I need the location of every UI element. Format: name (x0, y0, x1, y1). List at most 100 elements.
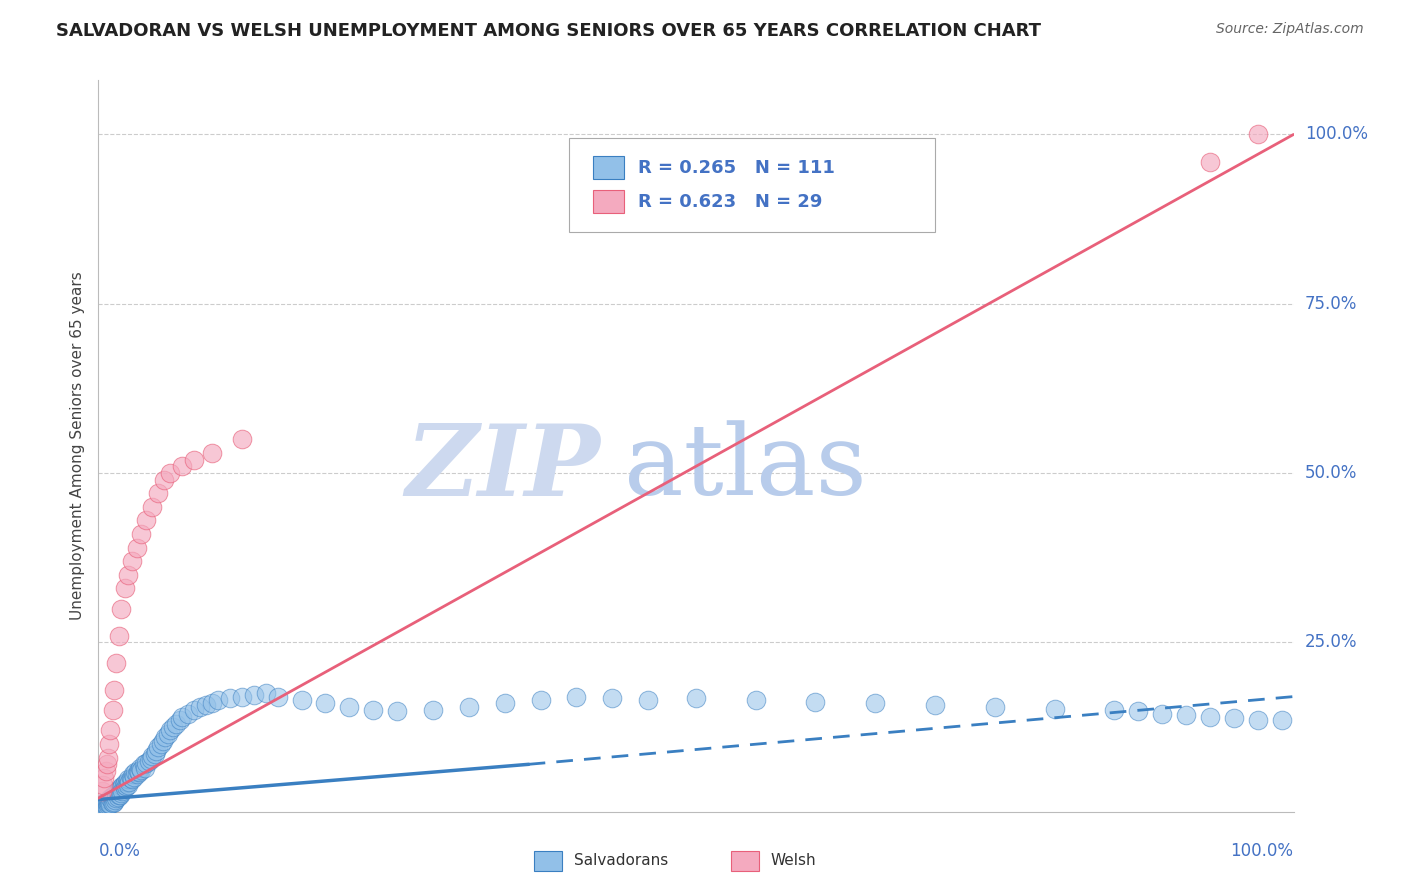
Point (153, 473, 176, 487)
Point (602, 690, 624, 705)
Point (291, 693, 314, 707)
Text: Welsh: Welsh (770, 854, 815, 868)
Text: 100.0%: 100.0% (1305, 126, 1368, 144)
Point (143, 747, 166, 761)
Point (103, 795, 125, 809)
Point (107, 783, 129, 797)
Point (93, 800, 115, 814)
Point (135, 756, 157, 770)
Point (231, 432, 253, 446)
Point (494, 697, 516, 711)
Point (105, 656, 128, 670)
Point (103, 788, 125, 802)
Text: 100.0%: 100.0% (1230, 842, 1294, 860)
Point (131, 763, 153, 777)
Point (91, 778, 114, 792)
Point (201, 446, 224, 460)
Point (105, 791, 128, 805)
Point (96, 799, 118, 814)
Text: R = 0.623   N = 29: R = 0.623 N = 29 (638, 193, 823, 211)
Point (1271, 714, 1294, 728)
Point (385, 705, 409, 719)
Point (172, 459, 194, 474)
Point (141, 500, 163, 514)
Point (115, 779, 138, 793)
Point (91, 797, 114, 812)
Point (530, 693, 553, 707)
Point (156, 727, 179, 741)
Point (125, 541, 148, 555)
Point (97, 794, 120, 808)
Point (138, 754, 160, 768)
Point (159, 723, 181, 738)
Point (134, 761, 156, 775)
Point (565, 690, 588, 704)
Point (94, 798, 117, 813)
Text: R = 0.265   N = 111: R = 0.265 N = 111 (638, 159, 835, 177)
Point (201, 697, 224, 711)
Point (1128, 705, 1150, 719)
Point (254, 686, 277, 700)
Point (120, 771, 142, 785)
Point (315, 697, 337, 711)
Point (165, 716, 187, 731)
Point (128, 765, 150, 780)
Point (924, 698, 946, 712)
Point (172, 710, 194, 724)
Point (363, 703, 385, 717)
Point (183, 703, 205, 717)
Point (1152, 706, 1174, 721)
Point (745, 693, 768, 707)
Point (339, 699, 361, 714)
Text: 75.0%: 75.0% (1305, 294, 1357, 313)
Point (97, 750, 120, 764)
Point (94, 764, 117, 778)
Y-axis label: Unemployment Among Seniors over 65 years: Unemployment Among Seniors over 65 years (69, 272, 84, 620)
Point (114, 776, 136, 790)
Point (135, 514, 157, 528)
Point (129, 761, 152, 775)
Point (1247, 128, 1270, 142)
Point (108, 781, 131, 796)
Point (152, 733, 174, 747)
Point (96, 795, 118, 809)
Point (91, 797, 114, 811)
Point (177, 706, 200, 721)
Point (267, 690, 290, 704)
Point (108, 788, 131, 802)
Point (458, 699, 481, 714)
Point (125, 767, 148, 781)
Point (117, 567, 139, 582)
Point (984, 699, 1007, 714)
Point (1199, 710, 1222, 724)
Point (96, 757, 118, 772)
Point (101, 703, 124, 717)
Point (243, 688, 266, 702)
Point (107, 789, 129, 804)
Point (114, 581, 136, 595)
Point (139, 752, 162, 766)
Point (118, 775, 141, 789)
Point (91, 800, 114, 814)
Point (865, 697, 887, 711)
Point (195, 698, 218, 712)
Point (93, 771, 115, 785)
Point (110, 601, 132, 615)
Point (131, 527, 153, 541)
Point (159, 466, 181, 480)
Point (117, 772, 139, 787)
Point (637, 693, 659, 707)
Point (98, 792, 121, 806)
Point (1043, 702, 1066, 716)
Point (105, 786, 128, 800)
Point (98, 737, 121, 751)
Point (98, 723, 122, 738)
Point (107, 629, 129, 643)
Point (121, 554, 143, 568)
Point (100, 795, 122, 809)
Point (115, 775, 138, 789)
Point (98, 797, 121, 812)
Point (132, 757, 155, 772)
Point (231, 690, 253, 704)
Point (1175, 707, 1198, 722)
